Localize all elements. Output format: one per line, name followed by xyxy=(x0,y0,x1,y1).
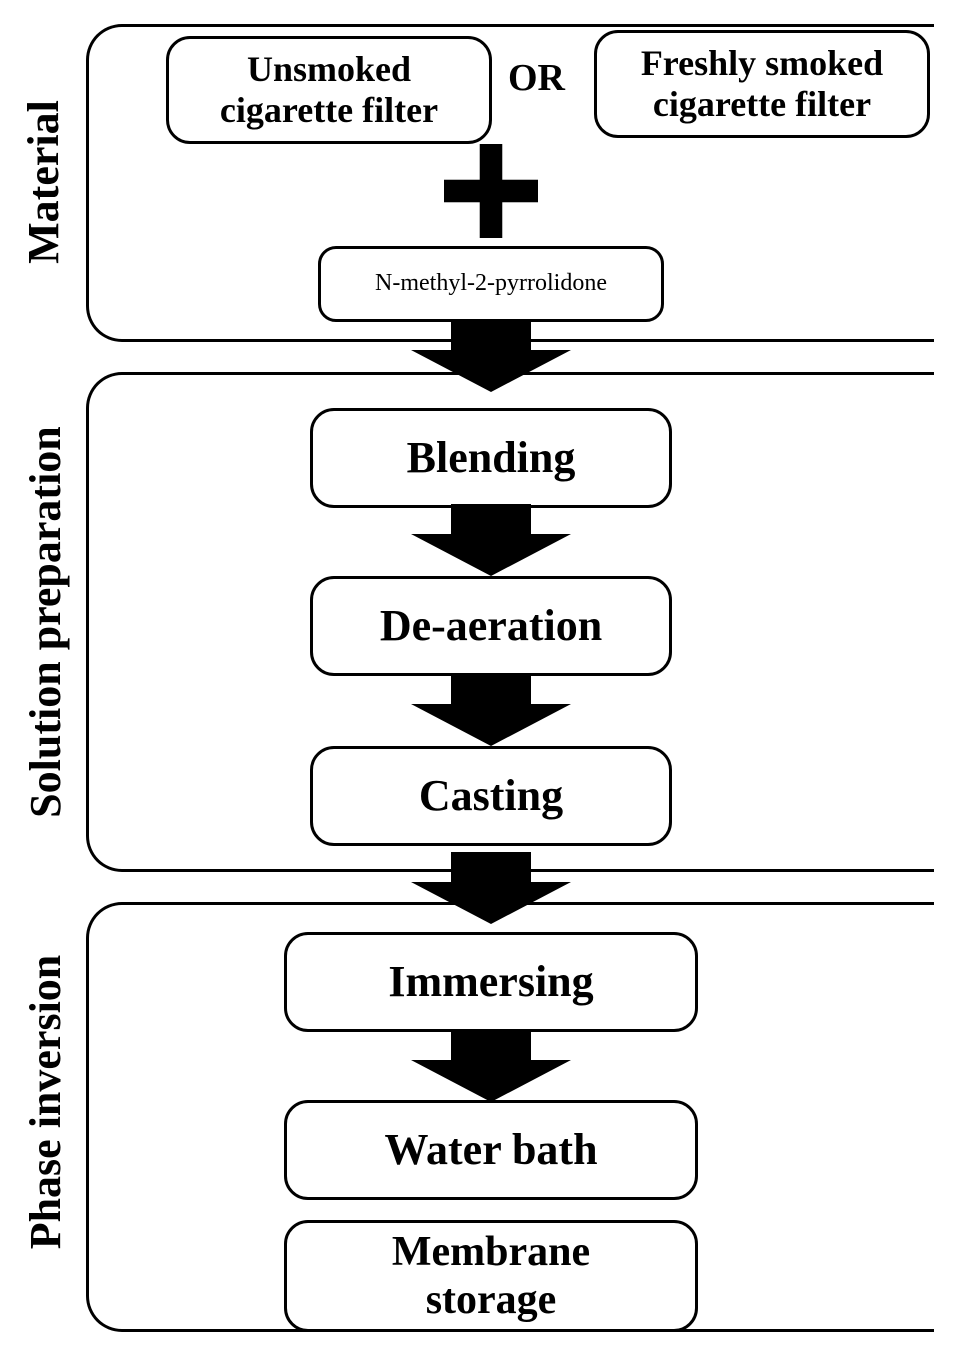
node-blending: Blending xyxy=(310,408,672,508)
node-label: De-aeration xyxy=(380,601,602,652)
node-immersing: Immersing xyxy=(284,932,698,1032)
node-label: Membrane storage xyxy=(392,1228,590,1325)
or-label: OR xyxy=(508,56,565,100)
node-smoked-filter: Freshly smoked cigarette filter xyxy=(594,30,930,138)
section-label-material: Material xyxy=(18,32,62,332)
node-label: Blending xyxy=(407,433,576,484)
node-waterbath: Water bath xyxy=(284,1100,698,1200)
node-label: Unsmoked cigarette filter xyxy=(220,49,438,132)
node-membrane-storage: Membrane storage xyxy=(284,1220,698,1332)
node-label: Casting xyxy=(419,771,563,822)
node-label: Immersing xyxy=(388,957,593,1008)
arrow-down-icon xyxy=(411,1030,571,1102)
node-nmp: N-methyl-2-pyrrolidone xyxy=(318,246,664,322)
arrow-down-icon xyxy=(411,852,571,924)
node-unsmoked-filter: Unsmoked cigarette filter xyxy=(166,36,492,144)
node-label: Water bath xyxy=(384,1125,597,1176)
arrow-down-icon xyxy=(411,674,571,746)
arrow-down-icon xyxy=(411,320,571,392)
node-label: Freshly smoked cigarette filter xyxy=(641,43,883,126)
node-label: N-methyl-2-pyrrolidone xyxy=(375,270,607,298)
node-casting: Casting xyxy=(310,746,672,846)
section-label-phase: Phase inversion xyxy=(20,882,64,1322)
plus-icon xyxy=(444,144,538,238)
section-label-solution: Solution preparation xyxy=(20,362,64,882)
arrow-down-icon xyxy=(411,504,571,576)
node-deaeration: De-aeration xyxy=(310,576,672,676)
